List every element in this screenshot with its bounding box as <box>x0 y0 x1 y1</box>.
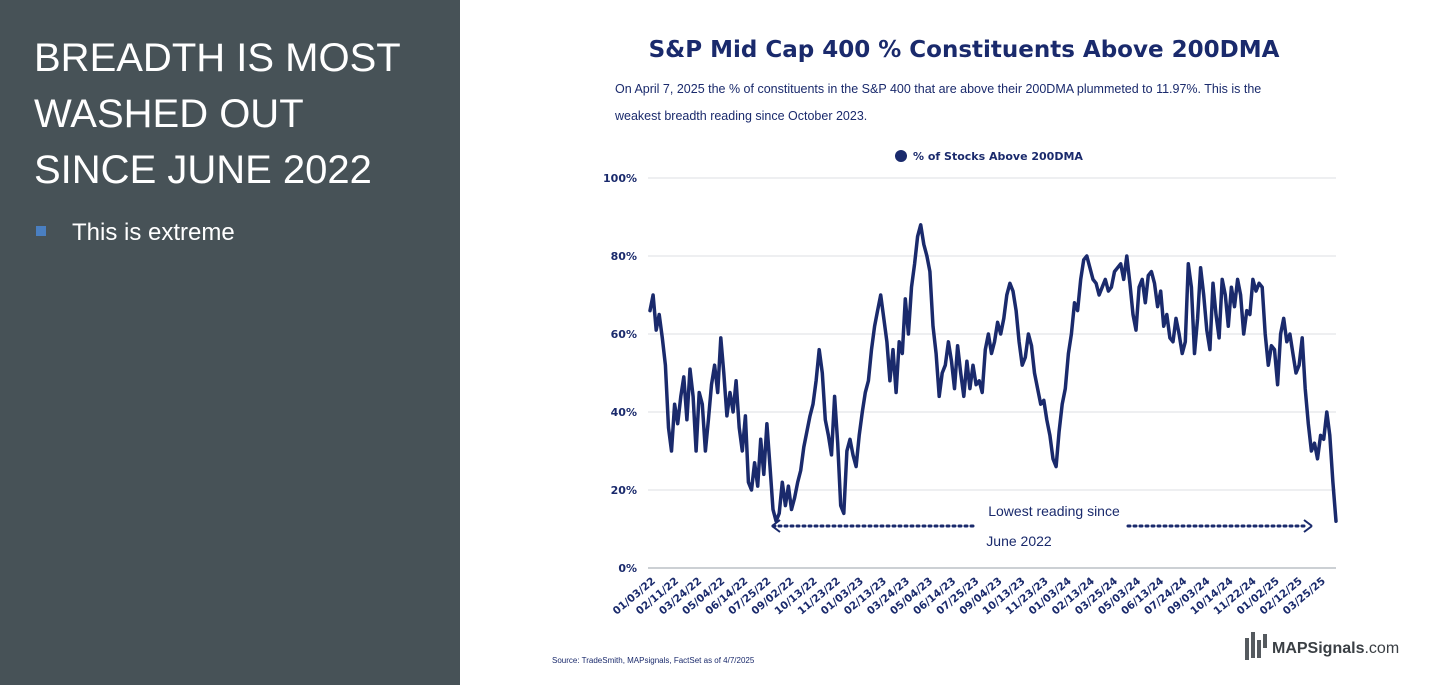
annotation: Lowest reading since June 2022 <box>771 503 1313 549</box>
y-tick-label: 60% <box>611 328 637 341</box>
brand-name-bold: MAPSignals <box>1272 640 1365 657</box>
brand-name-light: .com <box>1364 640 1399 657</box>
y-tick-label: 40% <box>611 406 637 419</box>
x-axis: 01/03/2202/11/2203/24/2205/04/2206/14/22… <box>611 575 1328 617</box>
left-panel: BREADTH IS MOST WASHED OUT SINCE JUNE 20… <box>0 0 460 685</box>
brand-name: MAPSignals.com <box>1272 640 1399 657</box>
y-axis: 0% 20% 40% 60% 80% 100% <box>603 172 1336 575</box>
legend-marker <box>895 150 907 162</box>
chart-panel: S&P Mid Cap 400 % Constituents Above 200… <box>460 0 1432 685</box>
brand-bars-icon <box>1245 632 1267 660</box>
series-line <box>648 223 1338 523</box>
annotation-line-2: June 2022 <box>986 533 1052 549</box>
slide-title-line-3: SINCE JUNE 2022 <box>34 148 372 192</box>
bullet-square-icon <box>36 225 46 236</box>
chart-subtitle-line-2: weakest breadth reading since October 20… <box>614 109 867 123</box>
chart-subtitle-line-1: On April 7, 2025 the % of constituents i… <box>615 82 1261 96</box>
chart-svg: S&P Mid Cap 400 % Constituents Above 200… <box>552 37 1399 665</box>
annotation-arrowhead-left <box>771 519 781 533</box>
legend: % of Stocks Above 200DMA <box>895 150 1083 163</box>
y-tick-label: 80% <box>611 250 637 263</box>
y-tick-label: 0% <box>618 562 637 575</box>
slide-title-line-2: WASHED OUT <box>34 92 304 136</box>
annotation-line-1: Lowest reading since <box>988 503 1120 519</box>
bullet-item: This is extreme <box>36 218 235 248</box>
chart-title: S&P Mid Cap 400 % Constituents Above 200… <box>649 37 1280 63</box>
y-tick-label: 100% <box>603 172 637 185</box>
slide-title-line-1: BREADTH IS MOST <box>34 36 401 80</box>
brand-logo: MAPSignals.com <box>1245 632 1399 660</box>
annotation-arrowhead-right <box>1303 519 1313 533</box>
legend-label: % of Stocks Above 200DMA <box>913 150 1083 163</box>
slide-title: BREADTH IS MOST WASHED OUT SINCE JUNE 20… <box>34 30 434 198</box>
source-note: Source: TradeSmith, MAPsignals, FactSet … <box>552 656 755 665</box>
y-tick-label: 20% <box>611 484 637 497</box>
bullet-text: This is extreme <box>72 219 235 246</box>
